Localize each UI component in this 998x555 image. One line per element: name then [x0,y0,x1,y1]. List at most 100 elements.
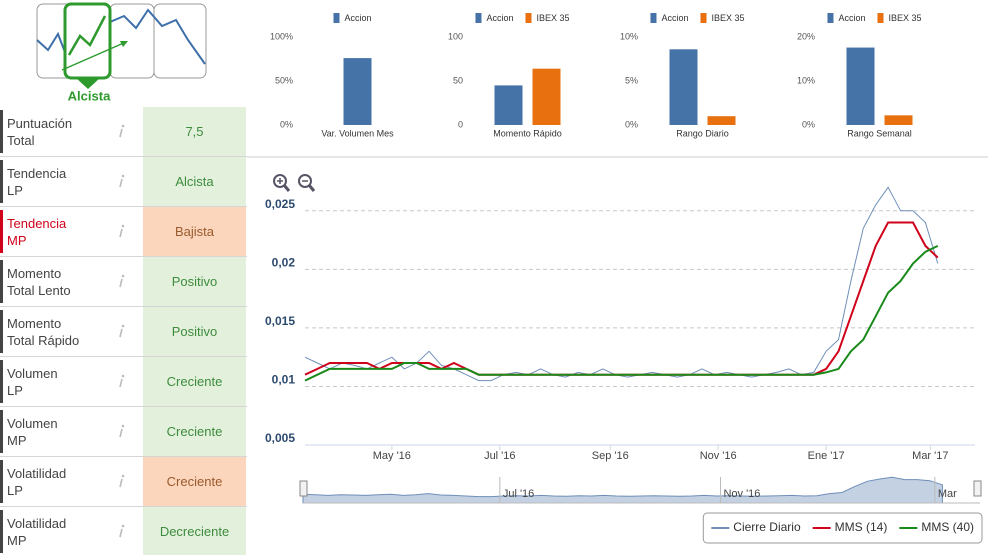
indicator-row: Tendencia LP Alcista [0,157,247,207]
indicator-value: Creciente [143,457,246,506]
indicator-row: Volatilidad MP Decreciente [0,507,247,555]
indicator-value: Positivo [143,257,246,306]
label-line: LP [7,183,23,198]
legend-label: MMS (14) [835,520,888,534]
label-line: MP [7,433,27,448]
trend-icon[interactable]: Alcista [36,2,207,103]
indicator-row: Momento Total Rápido Positivo [0,307,247,357]
indicator-row: Puntuación Total 7,5 [0,107,247,157]
info-icon[interactable] [117,123,127,139]
legend-swatch [333,13,340,23]
x-tick-label: Rango Diario [676,128,729,138]
y-tick-label: 20% [797,31,815,41]
zoom-out[interactable] [298,174,316,192]
line-series [304,244,939,382]
legend: Accion IBEX 35 [650,13,745,23]
indicator-value: 7,5 [143,107,246,156]
bar [669,49,698,125]
info-icon[interactable] [117,423,127,439]
x-tick-label: Jul '16 [484,450,515,462]
navigator-handle[interactable] [299,480,308,497]
label-line: Volumen [7,366,58,381]
indicator-label: Tendencia MP [7,215,66,249]
legend: Accion IBEX 35 [827,13,922,23]
label-line: Tendencia [7,166,67,181]
label-line: Momento [7,316,62,331]
legend-swatch [827,13,834,23]
legend-box [702,512,983,544]
label-line: Total Rápido [7,333,80,348]
bar [494,85,523,125]
y-tick-label: 0,02 [272,255,296,269]
bar [846,47,875,126]
label-line: Volatilidad [7,466,67,481]
legend-label: Accion [661,13,688,23]
info-icon[interactable] [117,523,127,539]
label-line: Momento [7,266,62,281]
bar [707,116,736,125]
info-icon[interactable] [117,273,127,289]
legend-label: Cierre Diario [733,520,801,534]
y-tick-label: 0,025 [265,197,295,211]
y-tick-label: 50% [275,75,293,85]
y-tick-label: 0% [625,119,638,129]
navigator-label: Nov '16 [723,488,760,500]
legend: Accion IBEX 35 [475,13,570,23]
label-line: MP [7,533,27,548]
x-tick-label: Rango Semanal [847,128,912,138]
indicator-label: Puntuación Total [7,115,72,149]
label-line: Tendencia [7,216,67,231]
info-icon[interactable] [117,173,127,189]
label-line: Puntuación [7,116,73,131]
x-tick-label: Nov '16 [700,450,737,462]
legend-swatch [525,13,532,23]
legend-swatch [475,13,482,23]
indicator-label: Tendencia LP [7,165,66,199]
row-marker [0,110,3,153]
label-line: Volatilidad [7,516,67,531]
row-marker [0,410,3,453]
legend-label: Accion [486,13,513,23]
indicator-value: Alcista [143,157,246,206]
info-icon[interactable] [117,223,127,239]
indicator-row: Volumen LP Creciente [0,357,247,407]
y-tick-label: 0% [280,119,293,129]
indicator-label: Volatilidad MP [7,515,66,549]
legend-label: IBEX 35 [711,13,744,23]
info-icon[interactable] [117,373,127,389]
zoom-in[interactable] [273,174,291,192]
indicator-label: Momento Total Lento [7,265,71,299]
y-tick-label: 5% [625,75,638,85]
row-marker [0,160,3,203]
trend-label: Alcista [68,88,111,103]
bar [343,58,372,126]
row-marker [0,510,3,553]
label-line: Total Lento [7,283,71,298]
indicator-value: Creciente [143,357,246,406]
indicator-row: Momento Total Lento Positivo [0,257,247,307]
navigator-handle[interactable] [973,480,982,497]
legend: Accion [333,13,372,23]
info-icon[interactable] [117,473,127,489]
indicator-row: Volatilidad LP Creciente [0,457,247,507]
y-tick-label: 0,01 [272,373,296,387]
legend-swatch [700,13,707,23]
indicator-row: Tendencia MP Bajista [0,207,247,257]
indicator-value: Creciente [143,407,246,456]
row-marker [0,210,3,253]
bar [532,68,561,125]
x-tick-label: Momento Rápido [493,128,562,138]
y-tick-label: 100 [448,31,463,41]
y-tick-label: 10% [797,75,815,85]
y-tick-label: 0% [802,119,815,129]
indicator-value: Positivo [143,307,246,356]
x-tick-label: Ene '17 [808,450,845,462]
row-marker [0,260,3,303]
row-marker [0,310,3,353]
legend-swatch [650,13,657,23]
navigator-label: Mar [938,488,957,500]
info-icon[interactable] [117,323,127,339]
label-line: LP [7,483,23,498]
